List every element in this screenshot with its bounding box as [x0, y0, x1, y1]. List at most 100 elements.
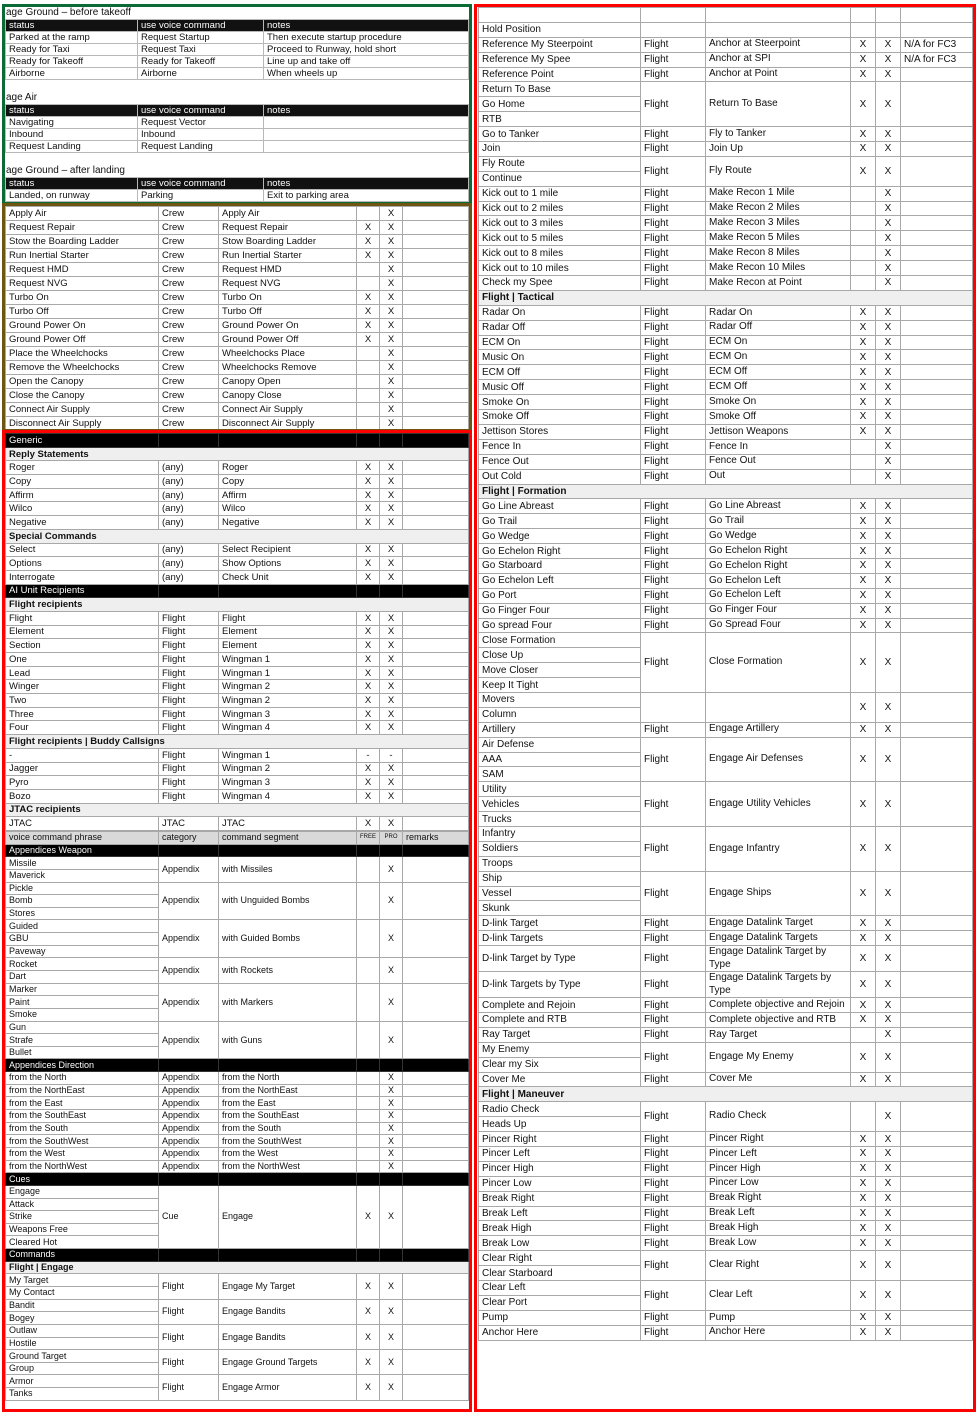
table-row: from the West Appendix from the West X: [5, 1146, 469, 1161]
table-row: Movers X X: [478, 691, 973, 723]
command-segment: Run Inertial Starter: [218, 248, 357, 263]
notes-cell: [263, 128, 469, 141]
category: Flight: [158, 788, 219, 804]
voice-phrase: Reference Point: [478, 66, 641, 83]
command-segment: Out: [705, 468, 851, 485]
subsection-title: Special Commands: [5, 528, 469, 544]
notes-cell: Proceed to Runway, hold short: [263, 43, 469, 56]
free-flag: [356, 1121, 380, 1136]
voice-phrase: Negative: [5, 515, 159, 530]
pro-flag: X: [875, 66, 901, 83]
free-flag: X: [850, 513, 876, 530]
table-row: Pump Flight Pump X X: [478, 1309, 973, 1326]
category: Flight: [158, 610, 219, 626]
table-row: Gun Appendix with Guns X: [5, 1020, 469, 1060]
remarks: [900, 155, 973, 187]
category: Flight: [640, 1309, 706, 1326]
free-flag: [850, 245, 876, 262]
remarks: [900, 1012, 973, 1028]
section-filler: [379, 843, 403, 858]
pro-flag: X: [379, 982, 403, 1022]
table-row: Marker Appendix with Markers X: [5, 982, 469, 1022]
voice-phrase: Apply Air: [5, 206, 159, 221]
free-flag: X: [850, 304, 876, 321]
category: Crew: [158, 318, 219, 333]
free-flag: X: [356, 220, 380, 235]
table-row: Connect Air Supply Crew Connect Air Supply…: [5, 402, 469, 417]
category: Flight: [640, 915, 706, 932]
pro-flag: X: [875, 617, 901, 634]
table-row: from the NorthEast Appendix from the North…: [5, 1083, 469, 1098]
voice-phrase: Ray Target: [478, 1026, 641, 1043]
free-flag: [850, 230, 876, 247]
voice-phrase: Four: [5, 720, 159, 736]
pro-flag: X: [379, 416, 403, 429]
category: Flight: [640, 260, 706, 277]
free-flag: X: [356, 1323, 380, 1351]
free-flag: X: [850, 915, 876, 932]
category: Crew: [158, 220, 219, 235]
pro-flag: X: [379, 220, 403, 235]
free-flag: X: [356, 720, 380, 736]
section-filler: [158, 433, 219, 448]
command-segment: Complete objective and Rejoin: [705, 997, 851, 1013]
command-segment: Engage Ground Targets: [218, 1349, 357, 1376]
voice-phrase: Kick out to 2 miles: [478, 200, 641, 217]
pro-flag: X: [379, 360, 403, 375]
voice-phrase: Kick out to 10 miles: [478, 260, 641, 277]
table-row: Go Line Abreast Flight Go Line Abreast X X: [478, 498, 973, 515]
spacer: [5, 153, 469, 165]
free-flag: [356, 1020, 380, 1060]
category: Flight: [158, 1323, 219, 1351]
command-segment: with Missiles: [218, 856, 357, 883]
table-row: Fence Out Flight Fence Out X: [478, 453, 973, 470]
category: Flight: [640, 334, 706, 351]
remarks: [402, 1071, 469, 1085]
category: Flight: [158, 775, 219, 790]
command-segment: Turbo On: [218, 290, 357, 305]
voice-phrase: Vehicles: [478, 796, 641, 813]
category: Flight: [640, 1250, 706, 1282]
voice-phrase: Music On: [478, 349, 641, 366]
voice-phrase: Anchor Here: [478, 1324, 641, 1341]
category: Crew: [158, 360, 219, 375]
section-filler: [218, 583, 357, 599]
category: Flight: [640, 1324, 706, 1341]
remarks: [900, 870, 973, 917]
remarks: [402, 919, 469, 959]
pro-flag: X: [875, 870, 901, 917]
table-row: Reference My Steerpoint Flight Anchor at S…: [478, 36, 973, 53]
voice-phrase: Soldiers: [478, 840, 641, 857]
category: Flight: [640, 51, 706, 68]
category: Flight: [640, 453, 706, 470]
voice-phrase: Winger: [5, 679, 159, 695]
section-filler: [158, 1248, 219, 1262]
table-row: Element Flight Element X X: [5, 624, 469, 640]
pro-flag: X: [379, 788, 403, 804]
pro-flag: X: [875, 528, 901, 545]
command-segment: Engage Datalink Target: [705, 915, 851, 932]
category: Flight: [640, 1041, 706, 1073]
remarks: [402, 1184, 469, 1250]
remarks: [402, 388, 469, 403]
free-flag: X: [850, 1250, 876, 1282]
command-segment: Make Recon 5 Miles: [705, 230, 851, 247]
command-segment: Pump: [705, 1309, 851, 1326]
free-flag: X: [356, 652, 380, 667]
free-flag: X: [850, 1012, 876, 1028]
voice-phrase: Maverick: [5, 868, 159, 883]
remarks: [900, 1160, 973, 1177]
voice-phrase: Utility: [478, 781, 641, 798]
pro-flag: X: [875, 230, 901, 247]
table-row: Fly Route Flight Fly Route X X: [478, 155, 973, 187]
category: Crew: [158, 374, 219, 389]
category: Flight: [640, 66, 706, 83]
command-segment: Affirm: [218, 487, 357, 503]
category: Crew: [158, 206, 219, 221]
voice-phrase: Out Cold: [478, 468, 641, 485]
free-flag: [356, 262, 380, 277]
remarks: [402, 248, 469, 263]
table-row: from the SouthWest Appendix from the South…: [5, 1134, 469, 1148]
notes-cell: [263, 140, 469, 153]
command-cell: Parking: [137, 189, 264, 202]
